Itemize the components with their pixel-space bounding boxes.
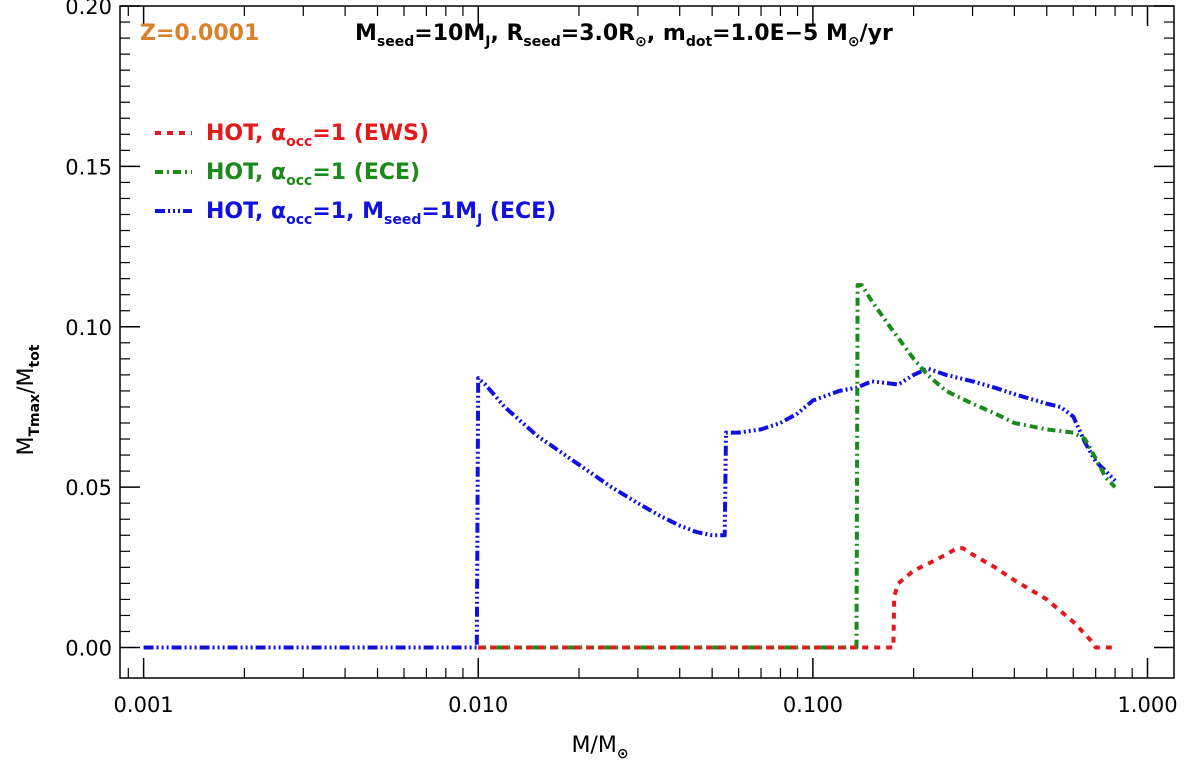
legend-label-ece-1mj: HOT, αocc=1, Mseed=1MJ (ECE) — [206, 199, 556, 228]
x-tick-label: 0.001 — [114, 693, 174, 717]
plot-frame — [119, 5, 1175, 679]
legend-label-ews: HOT, αocc=1 (EWS) — [206, 121, 429, 150]
x-tick-label: 0.100 — [783, 693, 843, 717]
series-line-ews — [478, 546, 1116, 650]
x-tick-label: 1.000 — [1117, 693, 1177, 717]
y-tick-label: 0.20 — [65, 0, 112, 19]
y-tick-label: 0.00 — [65, 637, 112, 661]
x-tick-label: 0.010 — [448, 693, 508, 717]
metallicity-label: Z=0.0001 — [140, 21, 259, 46]
x-axis-title: M/M⊙ — [571, 733, 628, 760]
tick-labels: 0.001 0.010 0.100 1.000 0.00 0.05 0.10 0.15 0.20 — [65, 0, 1177, 717]
y-tick-label: 0.05 — [65, 476, 112, 500]
y-tick-label: 0.15 — [65, 155, 112, 179]
ticks — [120, 5, 1174, 678]
legend: HOT, αocc=1 (EWS) HOT, αocc=1 (ECE) HOT,… — [155, 121, 556, 228]
series-layer — [143, 283, 1117, 650]
series-line-ece-1mj — [143, 366, 1117, 650]
series-line-ece — [478, 283, 1117, 650]
y-axis-title: MTmax/Mtot — [14, 344, 43, 455]
parameters-label: Mseed=10MJ, Rseed=3.0R⊙, mdot=1.0E−5 M⊙/… — [355, 21, 893, 50]
y-tick-label: 0.10 — [65, 316, 112, 340]
legend-label-ece: HOT, αocc=1 (ECE) — [206, 160, 420, 189]
